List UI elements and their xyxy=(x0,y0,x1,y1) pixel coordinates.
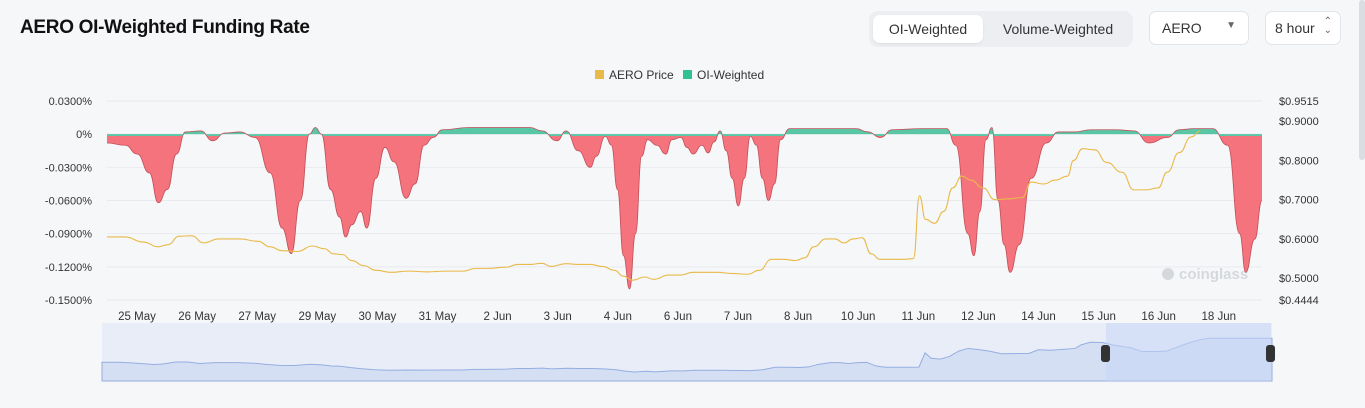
x-tick-label: 12 Jun xyxy=(961,311,996,323)
x-tick-label: 8 Jun xyxy=(784,311,812,323)
y-right-tick-label: $0.9000 xyxy=(1279,116,1319,128)
x-tick-label: 29 May xyxy=(298,311,336,323)
x-tick-label: 25 May xyxy=(118,311,156,323)
x-tick-label: 15 Jun xyxy=(1081,311,1116,323)
aero-price-line xyxy=(107,130,1201,281)
x-tick-label: 3 Jun xyxy=(544,311,572,323)
navigator[interactable] xyxy=(101,323,1275,382)
x-tick-label: 18 Jun xyxy=(1202,311,1237,323)
weighting-toggle: OI-Weighted Volume-Weighted xyxy=(869,11,1133,47)
chart-legend: AERO Price OI-Weighted xyxy=(595,68,764,82)
x-tick-label: 11 Jun xyxy=(901,311,935,323)
oi-weighted-line xyxy=(106,127,1263,290)
y-left-tick-label: 0.0300% xyxy=(49,96,93,108)
legend-price-label[interactable]: AERO Price xyxy=(609,68,674,82)
x-tick-label: 2 Jun xyxy=(484,311,512,323)
navigator-series xyxy=(101,337,1273,382)
x-tick-label: 4 Jun xyxy=(604,311,632,323)
x-tick-label: 26 May xyxy=(178,311,216,323)
y-left-tick-label: -0.1500% xyxy=(45,295,92,307)
oi-positive-area xyxy=(107,127,1262,136)
page-scrollbar[interactable] xyxy=(1359,0,1365,160)
y-right-tick-label: $0.7000 xyxy=(1279,195,1319,207)
y-right-tick-label: $0.6000 xyxy=(1279,234,1319,246)
y-axis-left: 0.0300% 0% -0.0300% -0.0600% -0.0900% -0.1200… xyxy=(45,96,92,307)
navigator-selection[interactable] xyxy=(1106,323,1271,381)
navigator-handle-left[interactable] xyxy=(1101,345,1110,362)
sort-icon: ⌃ ⌄ xyxy=(1323,16,1332,36)
x-tick-label: 7 Jun xyxy=(724,311,752,323)
x-tick-label: 30 May xyxy=(359,311,397,323)
watermark-text: coinglass xyxy=(1179,266,1248,283)
legend-swatch-oi xyxy=(683,70,692,79)
chevron-down-icon: ▼ xyxy=(1226,20,1236,31)
y-left-tick-label: -0.0300% xyxy=(45,162,92,174)
y-right-tick-label: $0.5000 xyxy=(1279,273,1319,285)
watermark: coinglass xyxy=(1162,266,1248,283)
y-left-tick-label: 0% xyxy=(76,129,92,141)
x-tick-label: 31 May xyxy=(419,311,457,323)
coinglass-logo-icon xyxy=(1162,268,1174,280)
y-right-tick-label: $0.9515 xyxy=(1279,96,1319,108)
legend-swatch-price xyxy=(595,70,604,79)
x-tick-label: 16 Jun xyxy=(1141,311,1176,323)
tab-oi-weighted[interactable]: OI-Weighted xyxy=(873,15,983,43)
page-title: AERO OI-Weighted Funding Rate xyxy=(20,17,310,38)
x-tick-label: 6 Jun xyxy=(664,311,692,323)
y-axis-right: $0.9515 $0.9000 $0.8000 $0.7000 $0.6000 $0.50… xyxy=(1279,96,1319,307)
navigator-handle-right[interactable] xyxy=(1266,345,1275,362)
funding-rate-chart: AERO Price OI-Weighted 0.0300% 0% -0.0300%… xyxy=(45,68,1319,382)
tab-volume-weighted[interactable]: Volume-Weighted xyxy=(1002,21,1114,37)
x-tick-label: 10 Jun xyxy=(841,311,876,323)
legend-oi-label[interactable]: OI-Weighted xyxy=(697,68,764,82)
x-tick-label: 14 Jun xyxy=(1021,311,1056,323)
interval-select[interactable]: 8 hour ⌃ ⌄ xyxy=(1265,11,1341,45)
y-right-tick-label: $0.8000 xyxy=(1279,155,1319,167)
oi-weighted-series xyxy=(106,127,1263,290)
interval-select-value: 8 hour xyxy=(1275,20,1315,36)
oi-negative-area xyxy=(107,136,1262,289)
symbol-select[interactable]: AERO ▼ xyxy=(1149,11,1249,45)
x-tick-label: 27 May xyxy=(238,311,276,323)
y-left-tick-label: -0.1200% xyxy=(45,262,92,274)
y-right-tick-label: $0.4444 xyxy=(1279,295,1319,307)
x-axis: 25 May 26 May 27 May 29 May 30 May 31 May 2 Ju… xyxy=(118,311,1236,323)
y-left-tick-label: -0.0900% xyxy=(45,229,92,241)
symbol-select-value: AERO xyxy=(1162,20,1202,36)
y-left-tick-label: -0.0600% xyxy=(45,196,92,208)
